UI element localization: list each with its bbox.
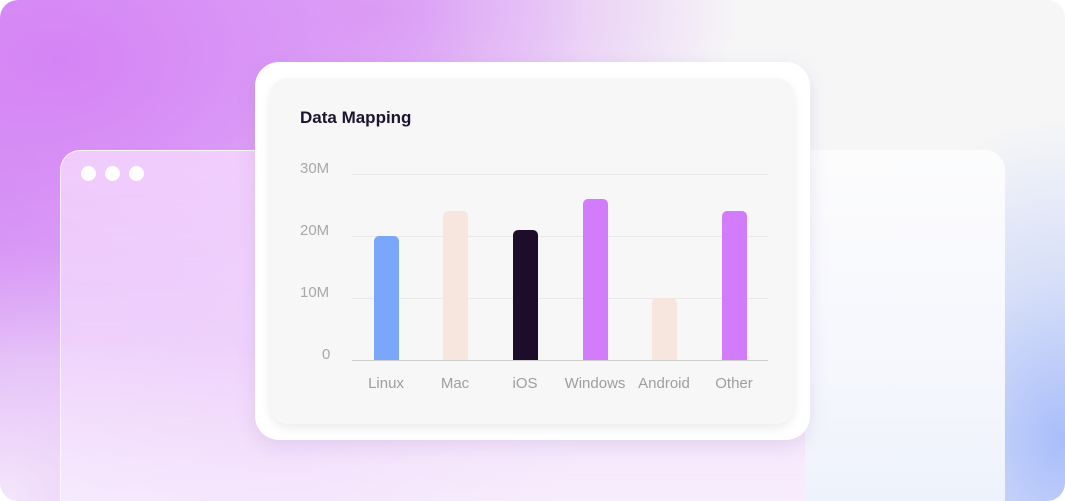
x-tick-label: Linux bbox=[368, 375, 404, 392]
chart-title: Data Mapping bbox=[300, 108, 412, 127]
window-dot-icon bbox=[105, 166, 120, 181]
x-axis-line bbox=[352, 360, 768, 361]
bar-linux[interactable] bbox=[373, 236, 399, 360]
y-tick-label: 0 bbox=[322, 346, 331, 363]
x-tick-label: Android bbox=[638, 375, 690, 392]
bar-mac[interactable] bbox=[442, 211, 468, 360]
x-tick-label: Windows bbox=[564, 375, 626, 392]
browser-window-right-panel bbox=[805, 150, 1005, 501]
y-tick-label: 20M bbox=[300, 222, 330, 239]
bar-other[interactable] bbox=[721, 211, 747, 360]
gridline bbox=[352, 174, 768, 175]
gridline bbox=[352, 298, 768, 299]
window-dot-icon bbox=[81, 166, 96, 181]
window-controls bbox=[81, 166, 144, 181]
y-tick-label: 30M bbox=[300, 160, 330, 177]
bar-ios[interactable] bbox=[512, 229, 538, 360]
x-tick-label: iOS bbox=[512, 375, 538, 392]
y-tick-label: 10M bbox=[300, 284, 330, 301]
x-tick-label: Mac bbox=[440, 375, 470, 392]
window-dot-icon bbox=[129, 166, 144, 181]
bar-windows[interactable] bbox=[582, 198, 608, 360]
bar-android[interactable] bbox=[651, 298, 677, 360]
bar-chart: 0 10M 20M 30M Linux Mac iOS Windows Android Other bbox=[270, 78, 794, 424]
gridline bbox=[352, 236, 768, 237]
x-tick-label: Other bbox=[715, 375, 753, 392]
